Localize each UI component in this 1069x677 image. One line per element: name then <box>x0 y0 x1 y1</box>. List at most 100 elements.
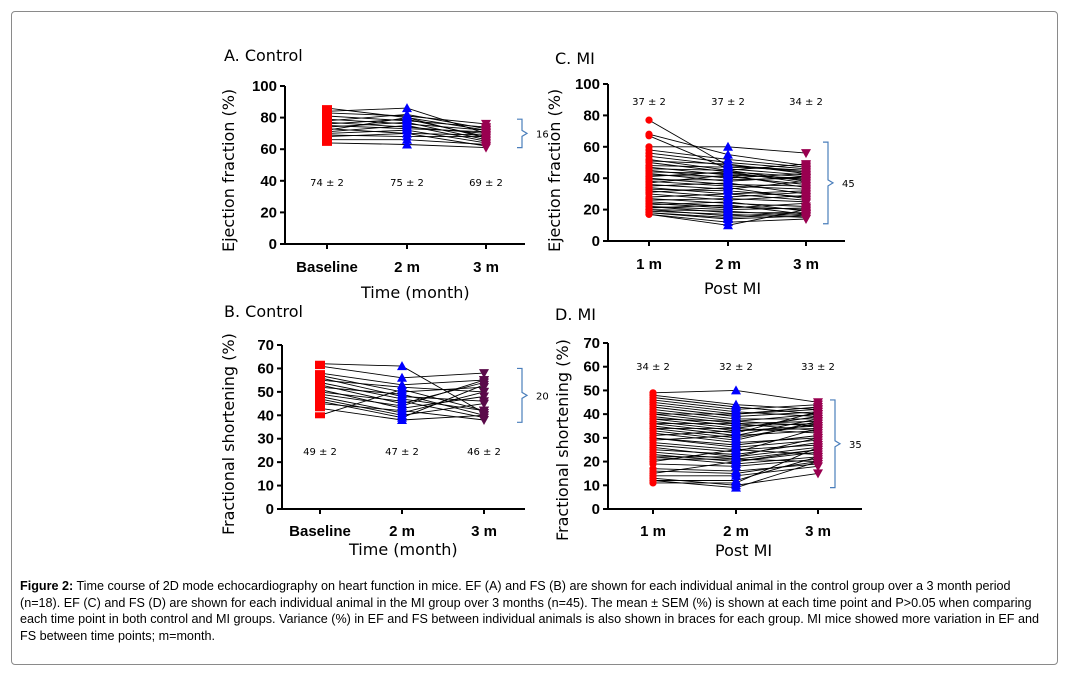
time3-marker <box>481 132 491 142</box>
variance-label: 35 <box>849 440 862 451</box>
variance-brace <box>823 141 835 225</box>
time2-marker <box>723 188 733 198</box>
mean-sem-label: 47 ± 2 <box>385 447 419 458</box>
y-tick-label: 100 <box>252 78 277 95</box>
time1-marker <box>645 210 653 218</box>
x-tick-label: 2 m <box>715 256 741 273</box>
panel-title: B. Control <box>224 302 303 321</box>
time3-marker <box>801 149 811 159</box>
y-tick-label: 60 <box>260 141 277 158</box>
variance-brace <box>830 399 842 489</box>
time2-marker <box>397 389 407 399</box>
time2-marker <box>723 177 733 187</box>
baseline-marker <box>322 133 332 140</box>
time2-marker <box>402 120 412 130</box>
time3-marker <box>801 191 811 201</box>
time2-marker <box>397 384 407 394</box>
time2-marker <box>731 477 741 487</box>
time3-marker <box>813 424 823 434</box>
time3-marker <box>801 205 811 215</box>
y-tick-label: 70 <box>583 335 600 352</box>
time3-marker <box>801 177 811 187</box>
x-tick-label: 1 m <box>636 256 662 273</box>
time2-marker <box>731 470 741 480</box>
mean-sem-label: 34 ± 2 <box>636 362 670 373</box>
time3-marker <box>479 392 489 402</box>
time3-marker <box>813 457 823 467</box>
y-tick-label: 80 <box>583 107 600 124</box>
y-tick-label: 0 <box>266 501 274 518</box>
plot-area: 0 20 40 60 80 100 Baseline 2 m 3 m 74 ± 2 75 ± 2 69… <box>252 78 549 276</box>
time3-marker <box>479 411 489 421</box>
mean-sem-label: 37 ± 2 <box>632 97 666 108</box>
time2-marker <box>731 409 741 419</box>
mean-sem-label: 34 ± 2 <box>789 97 823 108</box>
y-tick-label: 30 <box>583 430 600 447</box>
time3-marker <box>481 143 491 153</box>
time3-marker <box>801 199 811 209</box>
time2-marker <box>731 430 741 440</box>
y-tick-label: 0 <box>592 233 600 250</box>
time2-marker <box>731 385 741 395</box>
time3-marker <box>813 407 823 417</box>
y-tick-label: 20 <box>583 202 600 219</box>
y-tick-label: 60 <box>583 359 600 376</box>
y-tick-label: 40 <box>583 170 600 187</box>
x-tick-label: Baseline <box>289 523 351 540</box>
y-tick-label: 80 <box>260 110 277 127</box>
mean-sem-label: 74 ± 2 <box>310 178 344 189</box>
y-tick-label: 0 <box>269 236 277 253</box>
time2-marker <box>397 396 407 406</box>
baseline-marker <box>322 136 332 143</box>
x-axis-label: Time (month) <box>348 540 458 559</box>
time3-marker <box>813 452 823 462</box>
baseline-marker <box>315 400 325 407</box>
y-tick-label: 40 <box>257 407 274 424</box>
time3-marker <box>813 433 823 443</box>
time1-marker <box>645 116 653 124</box>
time2-marker <box>397 372 407 382</box>
time3-marker <box>813 462 823 472</box>
x-tick-label: 3 m <box>793 256 819 273</box>
time2-marker <box>723 149 733 159</box>
baseline-marker <box>322 139 332 146</box>
panel-title: A. Control <box>224 46 303 65</box>
y-tick-label: 10 <box>257 478 274 495</box>
time3-marker <box>479 415 489 425</box>
mean-sem-label: 32 ± 2 <box>719 362 753 373</box>
y-axis-label: Ejection fraction (%) <box>219 89 238 252</box>
figure-caption: Figure 2: Time course of 2D mode echocar… <box>20 578 1050 644</box>
time3-marker <box>813 443 823 453</box>
y-axis-label: Fractional shortening (%) <box>553 339 572 541</box>
y-tick-label: 0 <box>592 501 600 518</box>
time3-marker <box>801 215 811 225</box>
y-tick-label: 40 <box>260 173 277 190</box>
time3-marker <box>479 387 489 397</box>
y-axis-label: Ejection fraction (%) <box>545 89 564 252</box>
panel-title: D. MI <box>555 305 596 324</box>
y-tick-label: 100 <box>575 76 600 93</box>
panel-a-control-ef: A. Control Time (month) Ejection fractio… <box>219 46 549 302</box>
baseline-marker <box>322 109 332 116</box>
x-axis-label: Post MI <box>715 541 772 560</box>
x-tick-label: 3 m <box>471 523 497 540</box>
time3-marker <box>801 160 811 170</box>
time2-marker <box>397 400 407 410</box>
time3-marker <box>479 406 489 416</box>
x-tick-label: 2 m <box>394 259 420 276</box>
time2-marker <box>731 444 741 454</box>
y-tick-label: 60 <box>583 139 600 156</box>
time3-marker <box>479 369 489 379</box>
y-tick-label: 40 <box>583 406 600 423</box>
y-tick-label: 10 <box>583 477 600 494</box>
y-tick-label: 70 <box>257 337 274 354</box>
x-tick-label: 2 m <box>389 523 415 540</box>
time2-marker <box>731 456 741 466</box>
y-tick-label: 50 <box>257 384 274 401</box>
plot-area: 0 10 20 30 40 50 60 70 1 m 2 m 3 m 34 ± 2 32 ± 2 33 ±… <box>583 335 862 540</box>
panel-d-mi-fs: D. MI Post MI Fractional shortening (%) … <box>553 305 862 560</box>
y-tick-label: 50 <box>583 382 600 399</box>
mean-sem-label: 49 ± 2 <box>303 447 337 458</box>
y-tick-label: 30 <box>257 431 274 448</box>
